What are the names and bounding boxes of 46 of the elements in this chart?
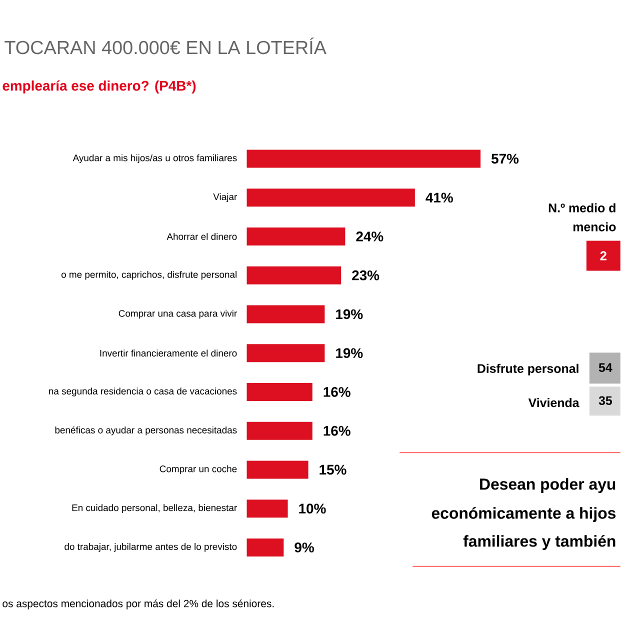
- y-tick-label: Comprar una casa para vivir: [118, 310, 237, 318]
- data-label: 9%: [294, 542, 314, 552]
- text: os aspectos mencionados por más del 2% de los séniores.: [2, 599, 274, 610]
- data-label: 24%: [356, 231, 384, 242]
- y-tick-label: Invertir financieramente el dinero: [100, 349, 237, 356]
- data-label: 16%: [324, 426, 350, 436]
- bar: [246, 538, 284, 556]
- bar: [246, 266, 342, 284]
- data-label: 57%: [491, 154, 519, 164]
- bar: [246, 499, 288, 518]
- bar: [246, 460, 308, 479]
- y-tick-label: En cuidado personal, belleza, bienestar: [72, 504, 237, 513]
- text: 35: [598, 396, 612, 405]
- y-tick-label: benéficas o ayudar a personas necesitadas: [55, 426, 237, 436]
- bar: [246, 188, 415, 206]
- text: mencio: [573, 222, 616, 232]
- text: Vivienda: [528, 398, 580, 407]
- data-label: 16%: [324, 386, 350, 397]
- text: N.º medio d: [548, 203, 616, 212]
- y-tick-label: Comprar un coche: [160, 465, 237, 474]
- data-label: 23%: [352, 270, 380, 280]
- y-tick-label: Ahorrar el dinero: [166, 232, 237, 240]
- annotation: familiares y también: [463, 534, 616, 550]
- data-label: 10%: [299, 503, 326, 514]
- annotation: económicamente a hijos: [432, 506, 616, 522]
- data-label: 19%: [336, 309, 363, 319]
- text: 54: [598, 363, 612, 372]
- y-tick-label: Ayudar a mis hijos/as u otros familiares: [72, 154, 237, 163]
- data-label: 15%: [320, 464, 346, 474]
- bar: [246, 227, 346, 246]
- bar: [246, 344, 325, 362]
- annotation: Desean poder ayu: [480, 478, 616, 493]
- bar: [246, 150, 481, 168]
- bar: [246, 422, 312, 440]
- bar: [246, 305, 325, 324]
- data-label: 19%: [336, 348, 363, 358]
- chart-title: TOCARAN 400.000€ EN LA LOTERÍA: [4, 37, 326, 54]
- data-label: 41%: [426, 192, 453, 202]
- y-tick-label: Viajar: [213, 193, 237, 202]
- text: emplearía ese dinero? (P4B*): [2, 80, 196, 94]
- y-tick-label: do trabajar, jubilarme antes de lo previsto: [64, 542, 237, 552]
- text: 2: [600, 251, 607, 260]
- annotation: Disfrute personal: [478, 364, 578, 376]
- bar: [246, 382, 312, 401]
- y-tick-label: o me permito, caprichos, disfrute personal: [61, 270, 236, 280]
- y-tick-label: na segunda residencia o casa de vacaciones: [49, 387, 237, 396]
